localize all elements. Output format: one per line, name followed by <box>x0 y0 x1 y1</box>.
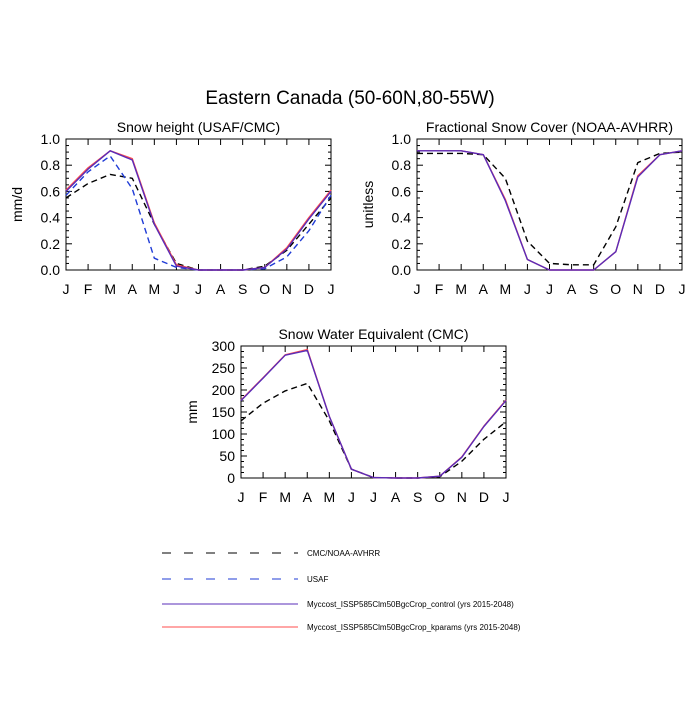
x-tick-label: S <box>589 281 598 297</box>
y-tick-label: 250 <box>212 360 236 376</box>
x-tick-label: J <box>173 281 180 297</box>
x-tick-label: F <box>435 281 444 297</box>
y-axis-label: mm <box>184 400 200 423</box>
x-tick-label: N <box>457 489 467 505</box>
x-tick-label: O <box>610 281 621 297</box>
series-line-usaf <box>65 155 332 271</box>
y-tick-label: 1.0 <box>41 131 61 147</box>
x-tick-label: J <box>328 281 335 297</box>
series-line-obs <box>240 382 507 479</box>
x-tick-label: D <box>304 281 314 297</box>
y-tick-label: 300 <box>212 338 236 354</box>
x-tick-label: J <box>238 489 245 505</box>
x-tick-label: O <box>434 489 445 505</box>
panel-title: Snow height (USAF/CMC) <box>117 119 280 135</box>
legend-label: Myccost_ISSP585Clm50BgcCrop_control (yrs… <box>307 600 514 609</box>
x-tick-label: S <box>413 489 422 505</box>
chart-panel-snow-cover: Fractional Snow Cover (NOAA-AVHRR) unitle… <box>360 119 686 297</box>
panel-title: Fractional Snow Cover (NOAA-AVHRR) <box>426 119 673 135</box>
legend-label: USAF <box>307 575 328 584</box>
x-tick-label: A <box>567 281 577 297</box>
x-tick-label: A <box>128 281 138 297</box>
x-tick-label: J <box>679 281 686 297</box>
x-tick-label: M <box>455 281 467 297</box>
legend-item-usaf: USAF <box>162 575 328 584</box>
series-line-obs <box>65 173 332 271</box>
y-tick-label: 100 <box>212 426 236 442</box>
series-line-control <box>417 150 683 271</box>
legend-item-kparams: Myccost_ISSP585Clm50BgcCrop_kparams (yrs… <box>162 623 521 632</box>
y-tick-label: 0.2 <box>41 236 61 252</box>
legend-item-obs: CMC/NOAA-AVHRR <box>162 549 380 558</box>
y-tick-label: 200 <box>212 382 236 398</box>
y-tick-label: 50 <box>219 448 235 464</box>
legend-label: CMC/NOAA-AVHRR <box>307 549 380 558</box>
x-tick-label: J <box>503 489 510 505</box>
x-tick-label: N <box>282 281 292 297</box>
x-tick-label: M <box>499 281 511 297</box>
x-tick-label: J <box>63 281 70 297</box>
y-tick-label: 0.6 <box>392 183 412 199</box>
x-tick-label: J <box>348 489 355 505</box>
x-tick-label: S <box>238 281 247 297</box>
legend-item-control: Myccost_ISSP585Clm50BgcCrop_control (yrs… <box>162 600 514 609</box>
plot-frame <box>416 138 683 271</box>
y-tick-label: 150 <box>212 404 236 420</box>
x-tick-label: J <box>195 281 202 297</box>
y-axis-label: unitless <box>360 181 376 228</box>
x-tick-label: A <box>216 281 226 297</box>
figure-title: Eastern Canada (50-60N,80-55W) <box>205 88 494 109</box>
x-tick-label: A <box>391 489 401 505</box>
x-tick-label: D <box>479 489 489 505</box>
chart-panel-snow-height: Snow height (USAF/CMC) mm/d 0.0 0.2 0.4 0.6 0.… <box>9 119 335 297</box>
x-tick-label: A <box>303 489 313 505</box>
chart-panel-swe: Snow Water Equivalent (CMC) mm 0 50 100 150 20… <box>184 326 510 505</box>
y-axis-label: mm/d <box>9 187 25 222</box>
y-tick-label: 0.4 <box>392 210 412 226</box>
y-tick-label: 0 <box>227 470 235 486</box>
x-tick-label: J <box>414 281 421 297</box>
plot-frame <box>240 345 507 479</box>
legend: CMC/NOAA-AVHRR USAF Myccost_ISSP585Clm50Bg… <box>162 549 521 632</box>
x-tick-label: A <box>479 281 489 297</box>
y-tick-label: 0.0 <box>41 262 61 278</box>
series-line-control <box>65 150 332 271</box>
x-tick-label: M <box>148 281 160 297</box>
y-tick-label: 0.8 <box>392 157 412 173</box>
x-tick-label: M <box>104 281 116 297</box>
series-line-kparams <box>240 348 507 479</box>
y-tick-label: 0.2 <box>392 236 412 252</box>
x-tick-label: J <box>524 281 531 297</box>
series-line-kparams <box>417 150 683 271</box>
series-line-obs <box>417 151 683 266</box>
y-tick-label: 0.4 <box>41 210 61 226</box>
x-tick-label: D <box>655 281 665 297</box>
x-tick-label: F <box>84 281 93 297</box>
x-tick-label: M <box>279 489 291 505</box>
panel-title: Snow Water Equivalent (CMC) <box>278 326 468 342</box>
x-tick-label: F <box>259 489 268 505</box>
x-tick-label: J <box>546 281 553 297</box>
y-tick-label: 0.8 <box>41 157 61 173</box>
x-tick-label: O <box>259 281 270 297</box>
legend-label: Myccost_ISSP585Clm50BgcCrop_kparams (yrs… <box>307 623 521 632</box>
x-tick-label: J <box>370 489 377 505</box>
x-tick-label: M <box>323 489 335 505</box>
x-tick-label: N <box>633 281 643 297</box>
y-tick-label: 0.6 <box>41 183 61 199</box>
y-tick-label: 0.0 <box>392 262 412 278</box>
series-line-control <box>240 349 507 479</box>
panels: Snow height (USAF/CMC) mm/d 0.0 0.2 0.4 0.6 0.… <box>9 119 686 505</box>
y-tick-label: 1.0 <box>392 131 412 147</box>
